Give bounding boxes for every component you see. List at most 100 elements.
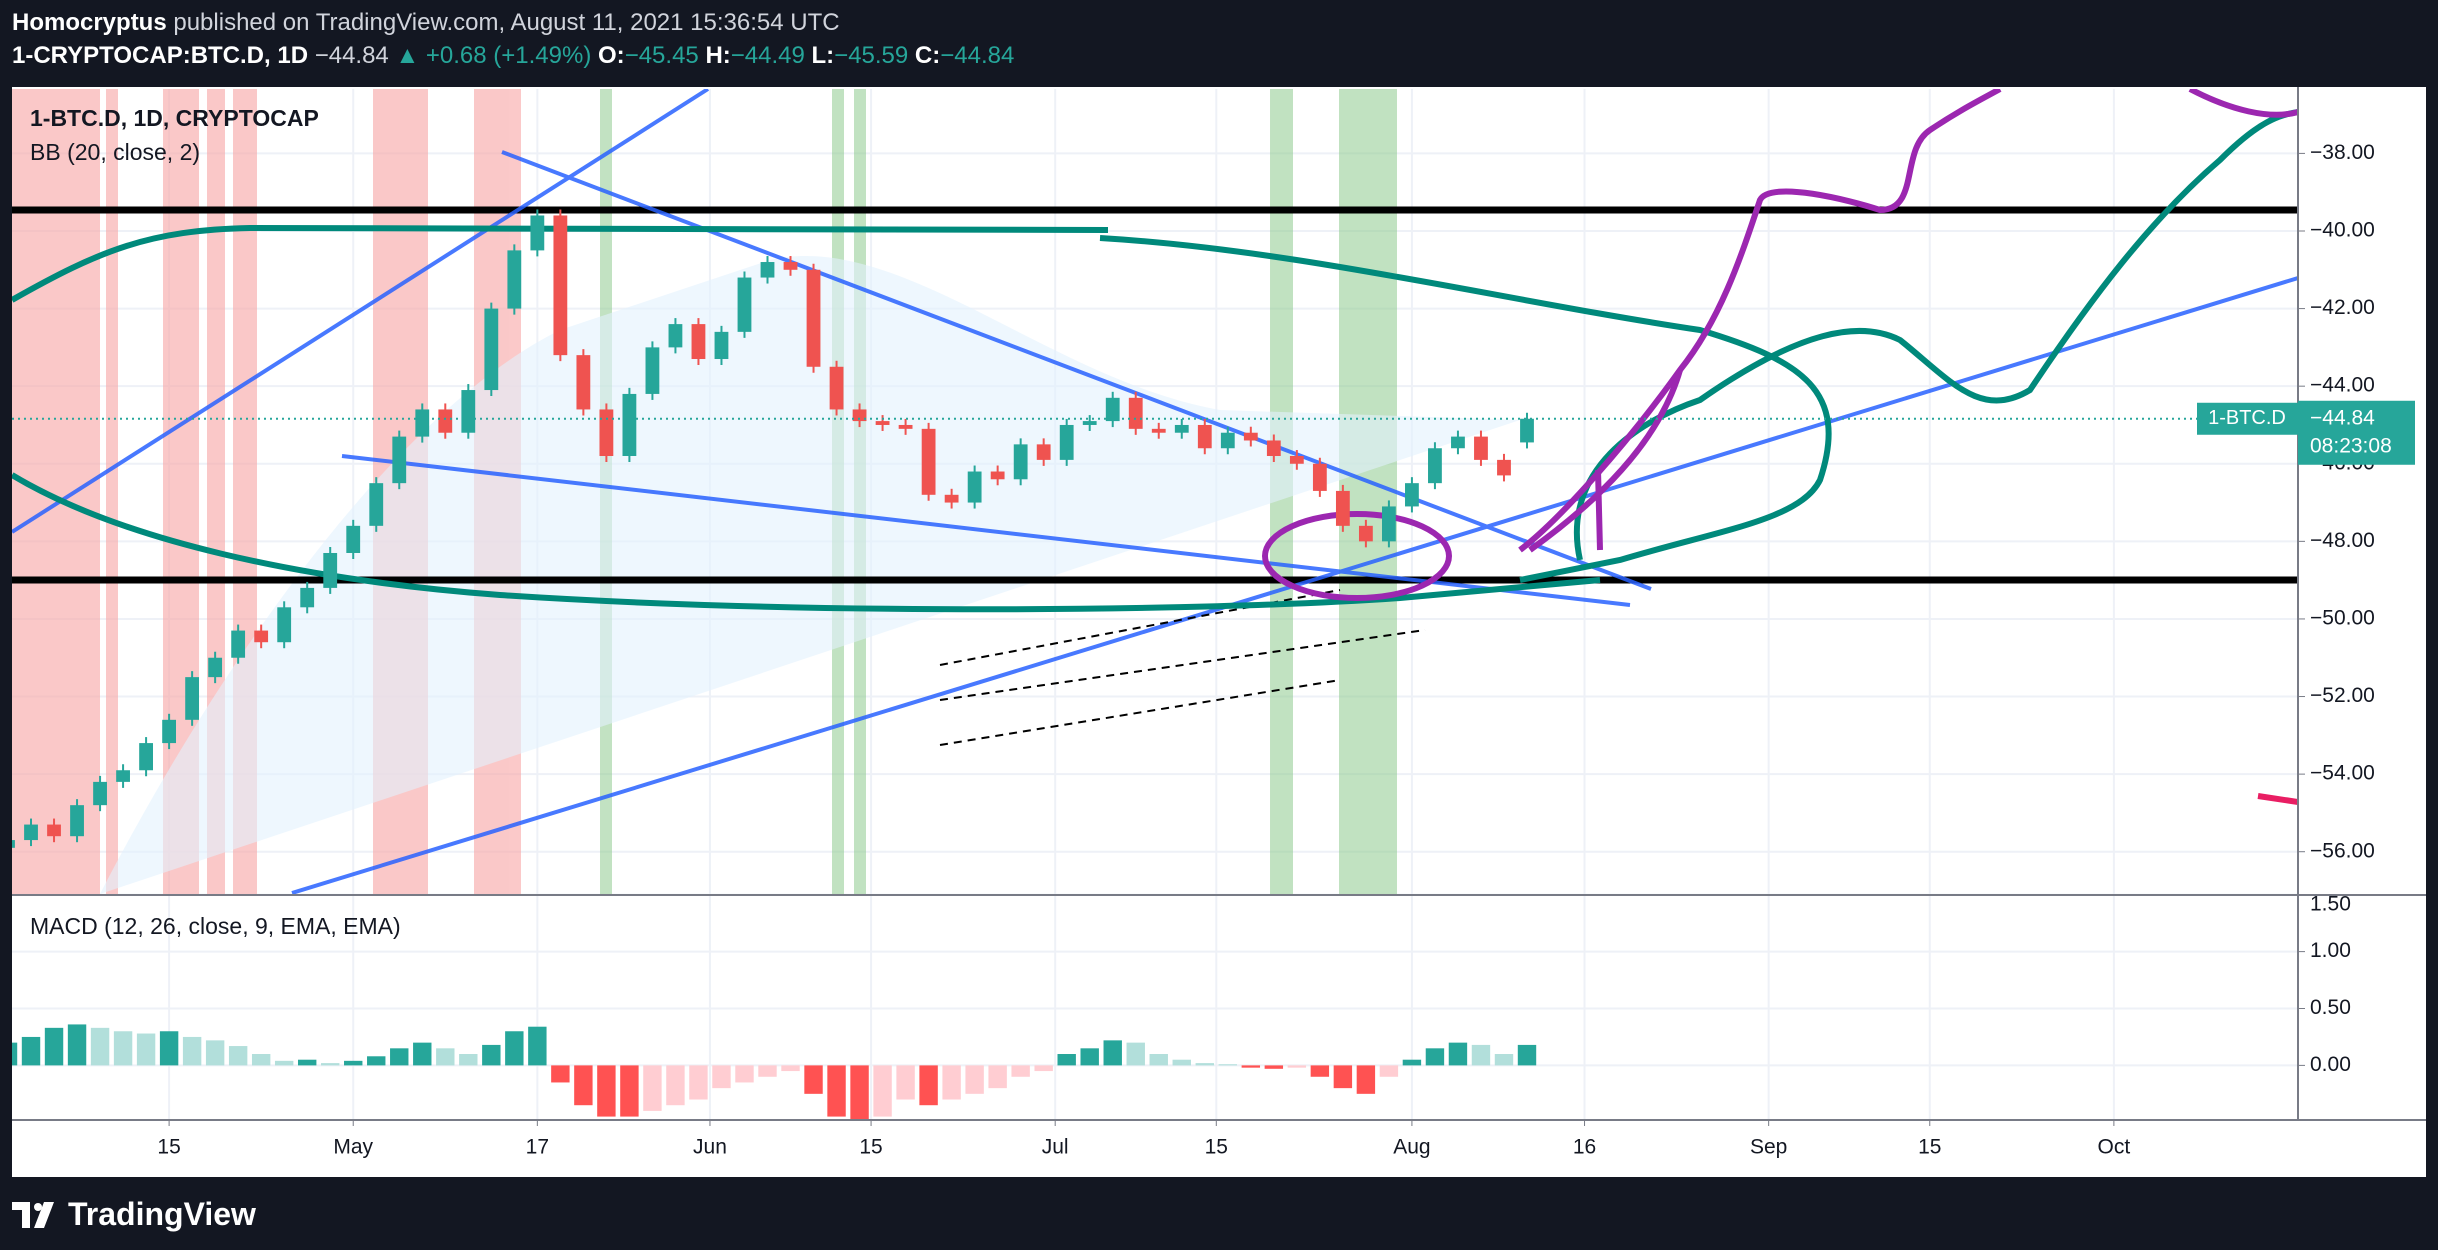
candle-body [1358,525,1373,542]
macd-bar [1379,1065,1399,1077]
macd-bar [781,1065,800,1072]
countdown: 08:23:08 [2310,434,2392,457]
macd-bar [205,1040,225,1066]
candle-body [24,824,38,841]
y-tick-label: −42.00 [2310,296,2375,319]
x-tick-label: 16 [1573,1136,1596,1159]
y-tick-label: −54.00 [2310,762,2375,785]
brand: TradingView [68,1196,256,1232]
c-label: C: [914,42,941,69]
candle-body [1382,506,1396,542]
candle-body [645,347,660,394]
macd-bar [758,1065,777,1077]
header-line: 1-CRYPTOCAP:BTC.D, 1D −44.84 ▲ +0.68 (+1… [12,39,1014,72]
candle-body [1128,397,1143,429]
macd-bar [1103,1040,1122,1066]
y-tick-label: −38.00 [2310,141,2375,164]
macd-bar [321,1063,340,1066]
macd-bar [1425,1048,1445,1066]
candle-body [990,471,1005,480]
chart: 1-BTC.D, 1D, CRYPTOCAP BB (20, close, 2)… [12,87,2426,1177]
candle-body [116,770,130,782]
macd-y-tick-label: 0.00 [2310,1053,2351,1076]
candle-body [921,428,936,495]
candle-body [1474,436,1488,460]
candle-body [1036,444,1051,460]
macd-bar [12,1042,18,1066]
last-price-name: 1-BTC.D [2208,407,2286,429]
macd-bar [367,1056,386,1066]
candle-body [530,215,545,251]
macd-y-tick-label: 1.50 [2310,893,2351,916]
macd-bar [1448,1042,1468,1066]
macd-bar [297,1059,317,1066]
candle-body [139,743,153,771]
macd-bar [1517,1044,1537,1066]
macd-bar [965,1065,984,1094]
macd-bar [620,1065,639,1117]
x-tick-label: 15 [1918,1136,1941,1159]
macd-bar [574,1065,593,1106]
macd-bar [528,1026,547,1066]
x-tick-label: Oct [2098,1136,2131,1159]
candle-body [599,409,614,457]
macd-bar [827,1065,846,1117]
macd-y-tick-label: 0.50 [2310,996,2351,1019]
horizontal-lines [12,206,2298,584]
macd-bar [735,1065,754,1083]
labels: 1-BTC.D, 1D, CRYPTOCAP BB (20, close, 2)… [30,105,2415,1159]
header: Homocryptus published on TradingView.com… [12,6,1014,72]
macd-bar [1471,1044,1491,1066]
candle-body [1220,432,1235,449]
macd-bar [1494,1054,1514,1066]
macd-bar [436,1048,455,1066]
annotations [12,89,2298,894]
candle-body [1497,459,1511,476]
candle-body [1243,432,1258,441]
x-tick-label: 15 [859,1136,882,1159]
candle-body [553,215,568,356]
macd-bar [1356,1065,1376,1094]
candle-body [1405,483,1419,507]
y-tick-label: −56.00 [2310,839,2375,862]
y-tick-label: −52.00 [2310,684,2375,707]
macd-bar [251,1054,271,1066]
macd-bar [228,1046,248,1066]
macd-y-tick-label: 1.00 [2310,939,2351,962]
candle-body [1197,424,1212,449]
macd-bar [1080,1048,1099,1066]
o: −45.45 [624,42,699,69]
x-tick-label: Sep [1750,1136,1787,1159]
macd-bar [1172,1059,1191,1066]
macd-bar [1057,1054,1076,1066]
candle-body [1289,456,1304,464]
macd-histogram [12,1024,1537,1120]
macd-bar [44,1027,64,1066]
candle-body [622,393,637,457]
macd-bar [666,1065,685,1106]
macd-bar [274,1060,294,1066]
candle-body [1428,448,1442,484]
candle-body [231,630,246,658]
curves [12,109,2298,613]
h-label: H: [705,42,731,69]
macd-bar [804,1065,823,1094]
l: −45.59 [834,42,909,69]
candle-body [898,424,913,429]
macd-bar [482,1044,501,1066]
macd-bar [1287,1065,1307,1068]
candle-body [93,781,107,806]
candle-body [760,262,775,278]
h: −44.49 [730,42,805,69]
l-label: L: [811,42,835,69]
candle-body [1335,490,1350,526]
candle-body [1082,421,1097,425]
candle-body [12,840,15,848]
candle-body [369,483,384,526]
y-tick-label: −40.00 [2310,219,2375,242]
last: −44.84 [314,42,389,69]
candle-body [277,607,292,643]
candle-body [1059,424,1074,460]
legend-title: 1-BTC.D, 1D, CRYPTOCAP [30,105,319,131]
footer: TradingView [12,1196,256,1233]
